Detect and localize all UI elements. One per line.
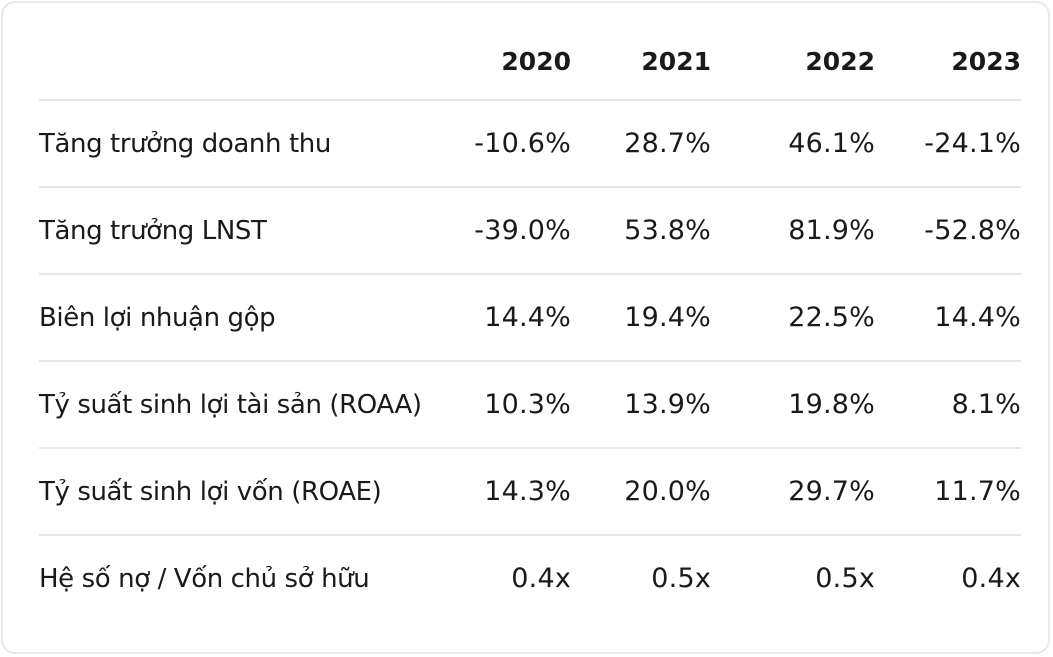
header-row: 2020 2021 2022 2023 [39,23,1021,101]
table-row: Tăng trưởng LNST -39.0% 53.8% 81.9% -52.… [39,187,1021,275]
row-label: Hệ số nợ / Vốn chủ sở hữu [39,563,370,594]
value-cell: 14.3% [434,448,571,536]
row-label: Biên lợi nhuận gộp [39,274,434,362]
value-cell: 19.8% [711,361,875,449]
value-cell: 11.7% [875,448,1021,536]
value-cell: 81.9% [711,187,875,275]
value-cell: 0.5x [651,563,711,594]
value-cell: 0.4x [961,563,1021,594]
year-header: 2023 [875,23,1021,101]
value-cell: 53.8% [571,187,711,275]
table-row: Tỷ suất sinh lợi tài sản (ROAA) 10.3% 13… [39,361,1021,449]
row-label: Tăng trưởng doanh thu [39,100,434,188]
value-cell: 29.7% [711,448,875,536]
value-cell: -52.8% [875,187,1021,275]
year-header: 2022 [711,23,875,101]
row-label: Tăng trưởng LNST [39,187,434,275]
value-cell: -39.0% [434,187,571,275]
value-cell: 0.5x [815,563,875,594]
value-cell: 10.3% [434,361,571,449]
value-cell: -24.1% [875,100,1021,188]
row-label: Tỷ suất sinh lợi tài sản (ROAA) [39,361,434,449]
value-cell: -10.6% [434,100,571,188]
value-cell: 14.4% [875,274,1021,362]
value-cell: 14.4% [434,274,571,362]
table-row: Hệ số nợ / Vốn chủ sở hữu 0.4x 0.5x 0.5x… [39,535,1021,621]
table-row: Tỷ suất sinh lợi vốn (ROAE) 14.3% 20.0% … [39,448,1021,536]
value-cell: 22.5% [711,274,875,362]
financial-ratios-table: 2020 2021 2022 2023 Tăng trưởng doanh th… [39,23,1021,621]
header-label-cell [39,23,434,101]
row-label: Tỷ suất sinh lợi vốn (ROAE) [39,448,434,536]
value-cell: 0.4x [511,563,571,594]
table-row: Biên lợi nhuận gộp 14.4% 19.4% 22.5% 14.… [39,274,1021,362]
value-cell: 13.9% [571,361,711,449]
value-cell: 20.0% [571,448,711,536]
value-cell: 8.1% [875,361,1021,449]
year-header: 2020 [434,23,571,101]
table-row: Tăng trưởng doanh thu -10.6% 28.7% 46.1%… [39,100,1021,188]
value-cell: 46.1% [711,100,875,188]
value-cell: 28.7% [571,100,711,188]
year-header: 2021 [571,23,711,101]
value-cell: 19.4% [571,274,711,362]
